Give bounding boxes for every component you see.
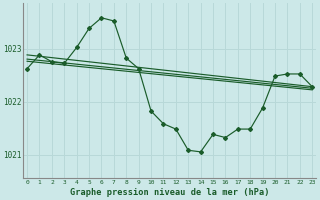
X-axis label: Graphe pression niveau de la mer (hPa): Graphe pression niveau de la mer (hPa) <box>70 188 269 197</box>
